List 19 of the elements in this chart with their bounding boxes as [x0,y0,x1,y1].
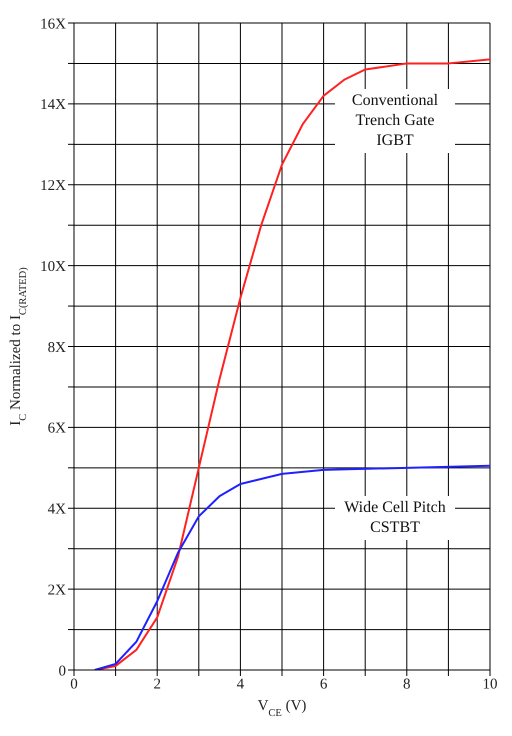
x-tick-label: 4 [236,676,245,693]
y-tick-label: 16X [40,16,66,32]
series-label: Wide Cell Pitch CSTBT [335,496,455,540]
x-tick-label: 10 [482,676,498,693]
y-tick-label: 12X [40,178,66,194]
y-tick-label: 14X [40,97,66,114]
x-tick-label: 6 [320,676,328,693]
y-tick-label: 4X [48,502,66,518]
x-tick-label: 0 [70,676,78,693]
x-axis-title: V$_{CE}$ (V) [258,698,306,718]
y-tick-label: 0 [58,663,66,680]
y-tick-label: 10X [40,258,66,275]
x-tick-label: 8 [403,676,411,693]
x-tick-label: 2 [153,676,161,693]
y-tick-label: 6X [48,420,66,437]
series-label: Conventional Trench Gate IGBT [335,89,455,154]
line-series [94,464,490,670]
y-tick-label: 2X [48,582,66,598]
y-tick-label: 8X [48,340,66,356]
